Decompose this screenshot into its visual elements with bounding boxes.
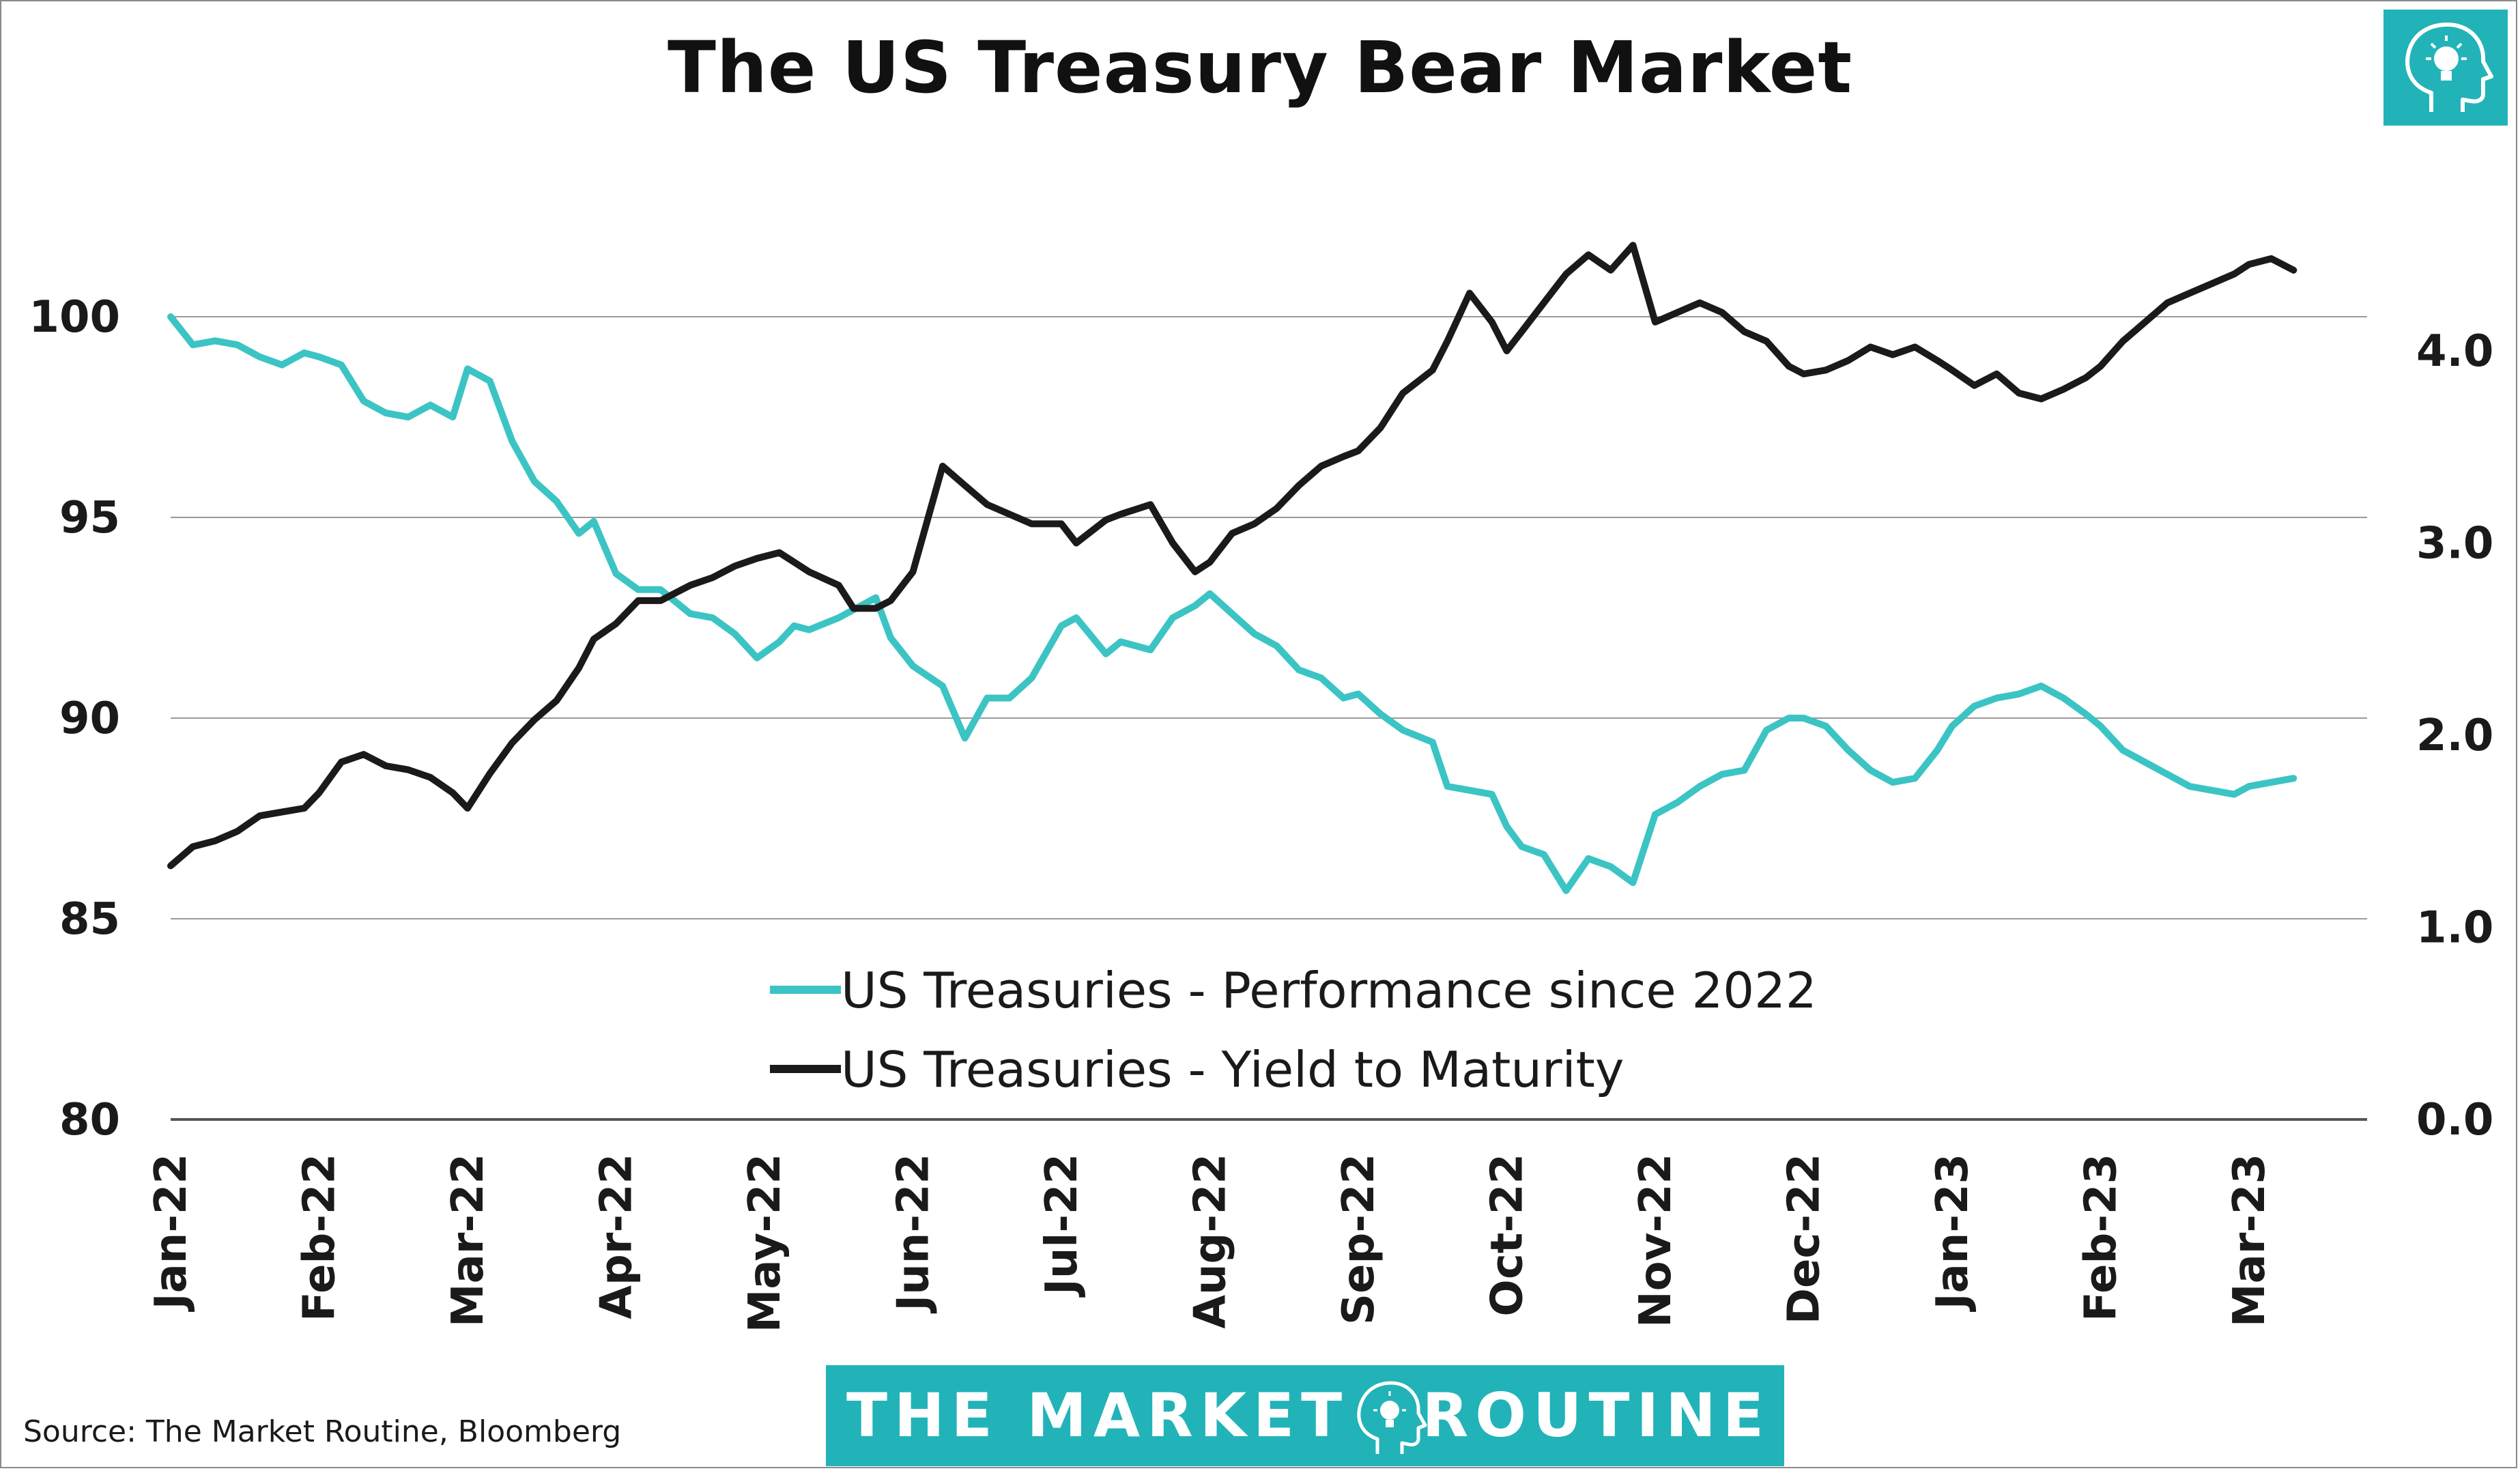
- y-left-tick-label: 85: [59, 894, 120, 945]
- y-right-tick-label: 2.0: [2416, 711, 2493, 761]
- x-tick-label: Jul-22: [1037, 1154, 1087, 1298]
- y-right-tick-label: 4.0: [2416, 326, 2493, 377]
- x-tick-label: Oct-22: [1483, 1154, 1533, 1317]
- x-tick-label: Jan-23: [1928, 1154, 1978, 1312]
- axis-ticks: 80 85 90 95 100 0.0 1.0 2.0 3.0 4.0 Jan-22 Feb-22 Ma…: [29, 292, 2493, 1332]
- x-tick-label: Aug-22: [1186, 1154, 1236, 1329]
- x-tick-label: Sep-22: [1334, 1154, 1384, 1325]
- legend-label-performance: US Treasuries - Performance since 2022: [841, 962, 1817, 1019]
- source-note: Source: The Market Routine, Bloomberg: [23, 1414, 622, 1449]
- y-left-tick-label: 90: [59, 694, 120, 744]
- y-right-tick-label: 1.0: [2416, 903, 2493, 954]
- series-line-yield: [167, 242, 2297, 870]
- logo-badge: [2383, 10, 2508, 126]
- legend: US Treasuries - Performance since 2022 U…: [770, 962, 1817, 1098]
- series-line-performance: [167, 313, 2297, 894]
- x-tick-label: Nov-22: [1631, 1154, 1681, 1328]
- brand-banner: THE MARKET ROUTINE: [826, 1365, 1784, 1466]
- head-lightbulb-icon: [2405, 23, 2493, 112]
- x-tick-label: Mar-23: [2224, 1154, 2275, 1327]
- legend-label-yield: US Treasuries - Yield to Maturity: [841, 1041, 1624, 1098]
- x-tick-label: Mar-22: [443, 1154, 493, 1327]
- x-tick-label: Feb-22: [295, 1154, 345, 1322]
- brand-name-left: THE MARKET: [846, 1380, 1349, 1451]
- y-right-tick-label: 3.0: [2416, 519, 2493, 569]
- series-lines: [167, 242, 2297, 894]
- x-tick-label: May-22: [740, 1154, 790, 1332]
- y-left-tick-label: 80: [59, 1095, 120, 1145]
- x-tick-label: Jan-22: [146, 1154, 197, 1312]
- y-left-tick-label: 95: [59, 493, 120, 543]
- x-tick-label: Apr-22: [592, 1154, 642, 1319]
- x-tick-label: Feb-23: [2076, 1154, 2127, 1322]
- x-tick-label: Jun-22: [889, 1154, 939, 1314]
- chart-title: The US Treasury Bear Market: [667, 26, 1853, 109]
- x-tick-label: Dec-22: [1779, 1154, 1830, 1324]
- y-left-tick-label: 100: [29, 292, 120, 343]
- brand-head-icon: [1357, 1381, 1427, 1454]
- y-right-tick-label: 0.0: [2416, 1095, 2493, 1145]
- brand-name-right: ROUTINE: [1422, 1380, 1771, 1451]
